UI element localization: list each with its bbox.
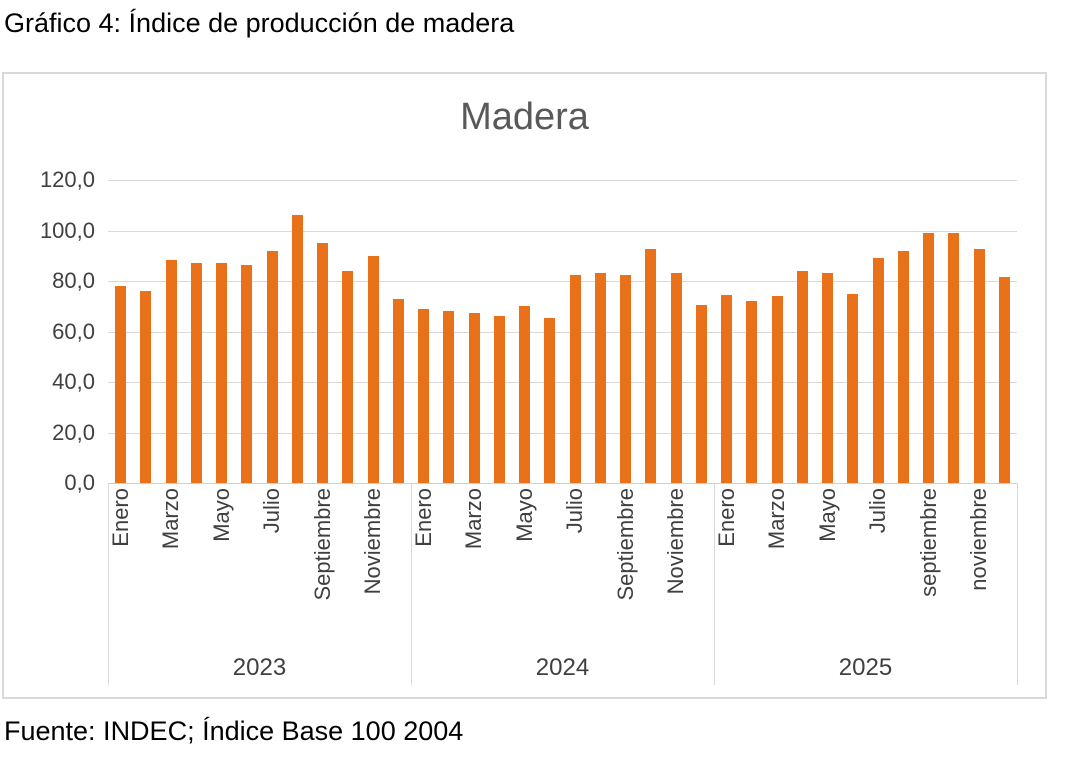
x-tick-label-2024-julio: Julio [562, 488, 588, 534]
bar-2025-3 [771, 296, 783, 483]
bar-2023-6 [241, 264, 253, 483]
bar-2024-12 [695, 304, 707, 483]
year-label-2023: 2023 [232, 654, 287, 681]
bar-2025-8 [897, 250, 909, 483]
bar-2025-5 [822, 273, 834, 483]
bar-2025-9 [923, 233, 935, 483]
year-divider-2 [714, 483, 715, 685]
x-tick-label-2025-julio: Julio [865, 488, 891, 534]
x-tick-label-2023-marzo: Marzo [158, 488, 184, 550]
bar-2024-5 [519, 306, 531, 483]
bar-2025-1 [721, 294, 733, 483]
y-tick-label-40: 40,0 [52, 369, 95, 394]
bar-2024-3 [468, 312, 480, 483]
x-tick-label-2023-septiembre: Septiembre [309, 488, 335, 601]
bar-2024-9 [620, 274, 632, 483]
year-label-2024: 2024 [535, 654, 590, 681]
bar-2024-11 [670, 273, 682, 483]
y-tick-label-80: 80,0 [52, 268, 95, 293]
x-tick-label-2023-mayo: Mayo [208, 488, 234, 542]
source-note: Fuente: INDEC; Índice Base 100 2004 [4, 716, 464, 746]
bar-2024-10 [645, 249, 657, 483]
bar-2023-7 [266, 250, 278, 483]
y-tick-label-0: 0,0 [64, 470, 95, 495]
x-tick-label-2025-septiembre: septiembre [915, 488, 941, 597]
bar-2023-1 [115, 286, 127, 483]
year-divider-3 [1017, 483, 1018, 685]
bar-2025-4 [796, 270, 808, 483]
y-tick-label-60: 60,0 [52, 318, 95, 344]
y-tick-label-100: 100,0 [39, 217, 95, 243]
x-tick-label-2023-enero: Enero [107, 488, 133, 547]
gridline-20 [108, 432, 1017, 434]
year-divider-1 [411, 483, 412, 685]
bar-2025-11 [973, 249, 985, 483]
chart-frame: Madera 0,0 20,0 40,0 60,0 80,0 100,0 120,0 Ener… [2, 72, 1047, 699]
bar-2025-12 [998, 277, 1010, 483]
x-tick-label-2025-noviembre: noviembre [966, 488, 992, 591]
bar-2023-4 [190, 263, 202, 483]
bar-2023-10 [342, 270, 354, 483]
bar-2024-7 [569, 274, 581, 483]
bar-2024-4 [493, 316, 505, 483]
bar-2024-8 [594, 273, 606, 483]
y-tick-label-120: 120,0 [39, 167, 95, 192]
gridline-40 [108, 382, 1017, 383]
gridline-80 [108, 281, 1017, 282]
x-tick-label-2023-julio: Julio [259, 488, 285, 534]
x-tick-label-2024-enero: Enero [410, 488, 436, 547]
gridline-120 [108, 180, 1017, 181]
x-tick-label-2023-noviembre: Noviembre [360, 488, 386, 595]
year-divider-0 [108, 483, 109, 685]
x-tick-label-2025-marzo: Marzo [764, 488, 790, 550]
bar-2023-12 [392, 298, 404, 483]
bar-2023-3 [165, 259, 177, 483]
gridline-0 [108, 483, 1017, 484]
bar-2024-1 [418, 308, 430, 483]
document-title: Gráfico 4: Índice de producción de mader… [4, 8, 515, 38]
bar-2023-2 [140, 291, 152, 483]
bar-2025-10 [948, 233, 960, 483]
bar-2025-7 [872, 258, 884, 483]
gridline-60 [108, 331, 1017, 333]
bar-2024-2 [443, 311, 455, 483]
y-tick-label-20: 20,0 [52, 419, 95, 445]
gridline-100 [108, 230, 1017, 232]
x-tick-label-2024-mayo: Mayo [511, 488, 537, 542]
bar-2023-11 [367, 255, 379, 483]
x-tick-label-2024-noviembre: Noviembre [663, 488, 689, 595]
bar-2024-6 [544, 317, 556, 483]
x-tick-label-2024-septiembre: Septiembre [612, 488, 638, 601]
bar-2023-9 [317, 243, 329, 483]
bar-2023-8 [291, 215, 303, 483]
plot-area: 0,0 20,0 40,0 60,0 80,0 100,0 120,0 Enero Marzo M… [4, 74, 1045, 697]
bar-2025-6 [847, 293, 859, 483]
chart-title: Madera [460, 96, 589, 138]
x-tick-label-2025-enero: Enero [713, 488, 739, 547]
bar-2025-2 [746, 301, 758, 483]
x-tick-label-2024-marzo: Marzo [461, 488, 487, 550]
year-label-2025: 2025 [838, 654, 893, 681]
bar-2023-5 [216, 263, 228, 483]
x-tick-label-2025-mayo: Mayo [814, 488, 840, 542]
